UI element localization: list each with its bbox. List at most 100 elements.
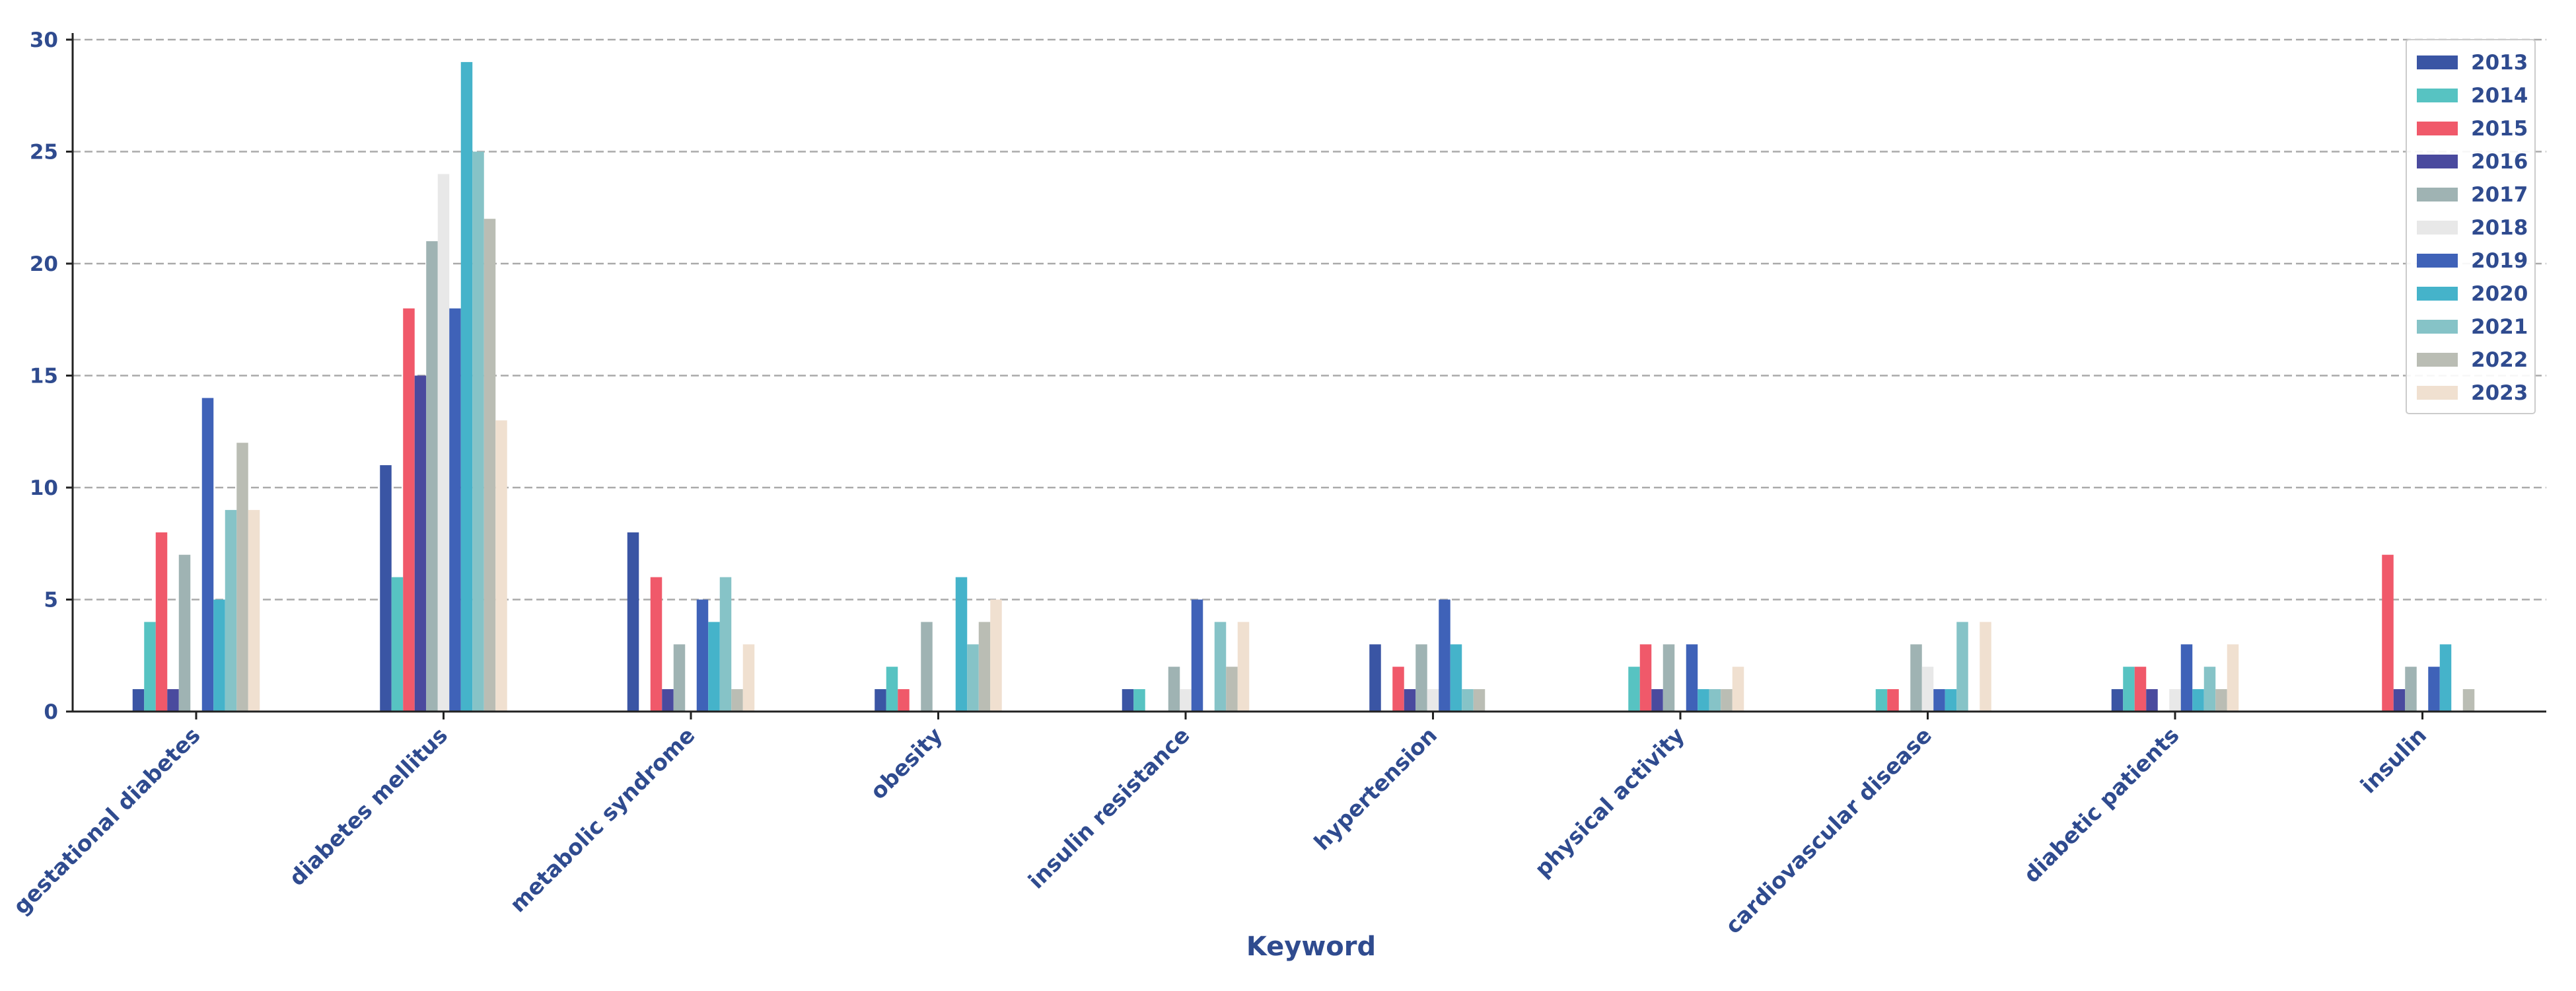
legend-swatch (2417, 122, 2458, 135)
legend-swatch (2417, 353, 2458, 367)
legend-swatch (2417, 155, 2458, 168)
legend-swatch (2417, 221, 2458, 235)
bar-2022 (1721, 689, 1733, 712)
bar-2017 (178, 554, 191, 712)
bar-2017 (1415, 644, 1427, 712)
bar-2016 (414, 375, 427, 712)
x-tick-label: cardiovascular disease (1720, 722, 1937, 939)
legend-swatch (2417, 89, 2458, 102)
bar-2014 (144, 622, 156, 712)
y-tick-label: 5 (44, 589, 58, 612)
bar-2021 (719, 577, 732, 712)
bar-2020 (2439, 644, 2452, 712)
bar-2021 (472, 151, 484, 712)
bar-2013 (1122, 689, 1134, 712)
axes (66, 33, 2546, 719)
bar-2020 (1698, 689, 1709, 712)
bar-2019 (2428, 667, 2440, 712)
bar-2019 (696, 599, 709, 712)
bar-2017 (1663, 644, 1675, 712)
legend-swatch (2417, 320, 2458, 334)
bar-2020 (460, 61, 473, 712)
bar-2022 (1473, 689, 1485, 712)
x-axis-title: Keyword (1246, 932, 1376, 962)
bar-2014 (886, 667, 898, 712)
bar-2015 (2134, 667, 2147, 712)
legend-label: 2014 (2471, 84, 2528, 108)
bar-2020 (955, 577, 968, 712)
bar-2016 (167, 689, 179, 712)
bar-2020 (1450, 644, 1462, 712)
bar-2015 (1392, 667, 1404, 712)
y-tick-label: 10 (30, 476, 58, 500)
bar-2022 (1226, 667, 1238, 712)
bar-2021 (1709, 689, 1721, 712)
bar-2015 (155, 532, 168, 712)
x-tick-label: metabolic syndrome (505, 722, 699, 917)
legend-label: 2017 (2471, 183, 2528, 207)
bar-2013 (380, 465, 392, 712)
bar-2021 (1214, 622, 1227, 712)
legend-label: 2015 (2471, 117, 2528, 141)
bar-2014 (2123, 667, 2135, 712)
bar-2019 (1933, 689, 1945, 712)
bar-2016 (1651, 689, 1663, 712)
bar-2019 (2180, 644, 2193, 712)
bar-2015 (898, 689, 910, 712)
bar-2022 (2215, 689, 2227, 712)
bar-2015 (2382, 554, 2394, 712)
x-tick-label: physical activity (1530, 722, 1690, 882)
bar-2020 (213, 599, 225, 712)
bar-2018 (1427, 689, 1439, 712)
bar-2015 (1639, 644, 1652, 712)
bar-2023 (990, 599, 1002, 712)
bar-2021 (225, 509, 237, 712)
bar-2019 (1191, 599, 1203, 712)
x-tick-label: diabetic patients (2019, 722, 2184, 888)
x-tick-label: hypertension (1309, 722, 1443, 856)
bar-2017 (1910, 644, 1922, 712)
legend-label: 2019 (2471, 249, 2528, 273)
bar-2020 (708, 622, 720, 712)
bar-2023 (742, 644, 755, 712)
gridlines (73, 38, 2546, 601)
y-tick-labels: 0 5 10 15 20 25 30 (30, 28, 58, 724)
x-tick-label: insulin resistance (1023, 722, 1195, 894)
bar-2023 (495, 420, 507, 712)
bar-2018 (1180, 689, 1192, 712)
bar-2021 (1462, 689, 1474, 712)
bar-2022 (2462, 689, 2475, 712)
legend-swatch (2417, 188, 2458, 202)
legend-label: 2022 (2471, 348, 2528, 372)
y-tick-label: 15 (30, 365, 58, 388)
bar-2014 (1133, 689, 1145, 712)
bar-2021 (967, 644, 979, 712)
bar-2013 (2111, 689, 2124, 712)
legend-swatch (2417, 386, 2458, 400)
x-tick-label: diabetes mellitus (284, 722, 452, 891)
bar-2014 (1875, 689, 1888, 712)
bar-2014 (391, 577, 404, 712)
bar-2020 (2192, 689, 2204, 712)
bar-2023 (248, 509, 260, 712)
bar-2017 (921, 622, 933, 712)
bar-2022 (483, 219, 496, 712)
x-tick-label: gestational diabetes (8, 722, 205, 919)
bar-2017 (673, 644, 686, 712)
legend-label: 2021 (2471, 315, 2528, 339)
bars (132, 61, 2475, 712)
bar-2018 (1921, 667, 1934, 712)
bar-2021 (2203, 667, 2216, 712)
bar-2022 (731, 689, 743, 712)
bar-2017 (1168, 667, 1180, 712)
legend-label: 2018 (2471, 216, 2528, 240)
y-tick-label: 30 (30, 28, 58, 52)
bar-2021 (1956, 622, 1968, 712)
bar-2017 (2405, 667, 2417, 712)
bar-2023 (1237, 622, 1250, 712)
bar-2018 (437, 174, 450, 712)
bar-2014 (1628, 667, 1640, 712)
legend-label: 2023 (2471, 381, 2528, 405)
